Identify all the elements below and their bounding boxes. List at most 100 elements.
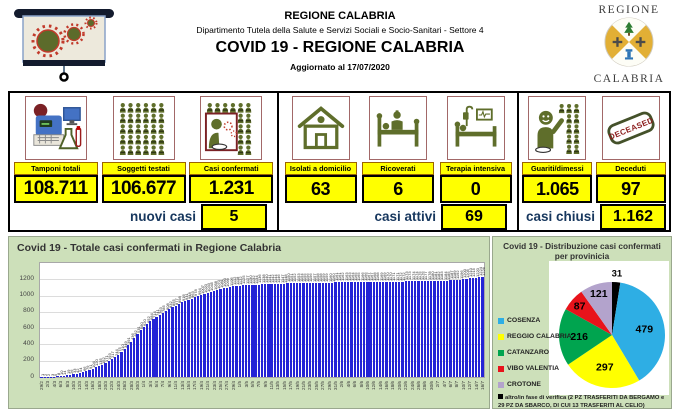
bar [200,295,203,377]
x-tick-label: 13/4 [179,381,185,390]
bar [280,283,283,377]
legend-item: COSENZA [498,317,572,324]
bar [158,314,161,377]
bar [315,282,318,377]
bar [219,288,222,377]
bar-data-label: 1226 [480,267,486,277]
summary-value: 5 [201,203,267,230]
x-tick-label: 4/7 [441,381,447,388]
x-tick-label: 6/6 [352,381,358,388]
bar [382,281,385,377]
bar [433,280,436,377]
x-tick-label: 8/6 [358,381,364,388]
bar [388,281,391,377]
bar [101,364,104,377]
x-tick-label: 4/6 [345,381,351,388]
x-tick-label: 21/4 [205,381,211,390]
card-label: Guariti/dimessi [522,162,593,175]
x-tick-label: 18/3 [96,381,102,390]
bar [292,283,296,377]
x-tick-label: 25/4 [217,381,223,390]
bar [273,283,276,377]
legend-item: CROTONE [498,381,572,388]
bar [216,289,219,377]
bar [82,371,85,377]
card-guariti-dimessi: Guariti/dimessi 1.065 [522,96,593,203]
bar [117,354,120,377]
pie-value-label: 216 [570,331,588,343]
y-tick-label: 200 [23,356,34,364]
bar [327,282,331,377]
summary-value: 1.162 [600,203,666,230]
bar [334,282,337,377]
pie-slice-catanzaro [559,309,612,365]
x-tick-label: 12/7 [467,381,473,390]
card-ricoverati: Ricoverati 6 [362,96,434,203]
bar [318,282,321,377]
bar [449,280,452,377]
pie-legend: COSENZA REGGIO CALABRIA CATANZARO VIBO VALE… [498,317,572,397]
bar [107,361,110,377]
x-tick-label: 3/4 [147,381,153,388]
bar [363,282,366,377]
x-tick-label: 26/6 [416,381,422,390]
bar [446,280,449,377]
y-tick-label: 1200 [19,274,34,282]
bar [331,282,334,377]
x-tick-label: 16/3 [90,381,96,390]
infected-person-icon [200,96,263,160]
bar [439,280,442,377]
card-label: Terapia intensiva [439,162,512,175]
bar [181,302,184,377]
x-tick-label: 7/5 [256,381,262,388]
card-value: 6 [362,175,434,203]
bar [168,309,171,377]
bar [260,284,264,377]
x-tick-label: 5/4 [154,381,160,388]
bar [209,291,212,377]
card-terapia-intensiva: Terapia intensiva 0 [439,96,512,203]
lab-equipment-icon [24,96,87,160]
regione-calabria-crest-icon [604,17,654,67]
x-tick-label: 9/4 [166,381,172,388]
legend-item: CATANZARO [498,349,572,356]
black-legend-swatch [498,394,503,399]
bar [414,281,417,377]
x-tick-label: 14/3 [83,381,89,390]
card-label: Ricoverati [362,162,434,175]
bar [251,284,254,377]
bar [206,292,209,377]
bar [190,298,193,377]
bar [337,282,340,377]
x-tick-label: 15/4 [186,381,192,390]
bar [404,281,407,377]
bar [203,293,206,377]
pie-chart-title: Covid 19 - Distribuzione casi confermati… [503,241,661,262]
legend-label: VIBO VALENTIA [507,365,559,372]
y-tick-label: 400 [23,339,34,347]
updated-date: Aggiornato al 17/07/2020 [290,62,390,72]
x-tick-label: 29/4 [230,381,236,390]
hospital-bed-icon [369,96,427,160]
bar [78,372,82,377]
x-tick-label: 6/7 [447,381,453,388]
bar [369,281,372,377]
bar [468,278,471,377]
bar [462,279,465,377]
bar [353,282,356,377]
bar [187,299,190,377]
x-tick-label: 10/3 [71,381,77,390]
bar [423,281,427,377]
bar [145,323,149,377]
x-tick-label: 11/4 [173,381,179,390]
bar [398,281,401,377]
summary-label: casi chiusi [525,209,595,224]
legend-item: REGGIO CALABRIA [498,333,572,340]
y-tick-label: 600 [23,323,34,331]
crest-bottom-text: CALABRIA [593,73,665,85]
x-tick-label: 29/2 [39,381,45,390]
bar [225,287,228,377]
x-tick-label: 23/4 [211,381,217,390]
legend-swatch [498,365,504,372]
bar [395,281,398,377]
